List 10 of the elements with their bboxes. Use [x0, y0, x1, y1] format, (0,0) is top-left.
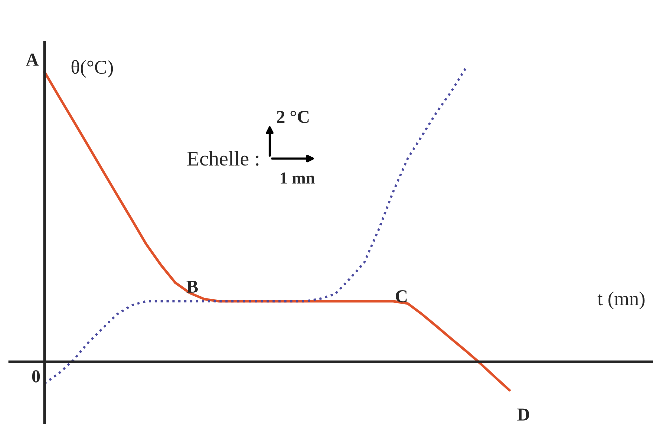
annotation: 0 [32, 370, 40, 383]
text: A [26, 54, 39, 66]
annotation: 2 °C [277, 111, 309, 124]
y-axis-title: θ(°C) [72, 60, 114, 78]
annotation: B [186, 281, 198, 293]
annotation: Echelle : [188, 151, 259, 166]
annotation: 1 mn [280, 172, 316, 184]
text: D [518, 408, 530, 421]
annotation: C [396, 290, 407, 303]
x-axis-title: t (mn) [598, 292, 645, 310]
